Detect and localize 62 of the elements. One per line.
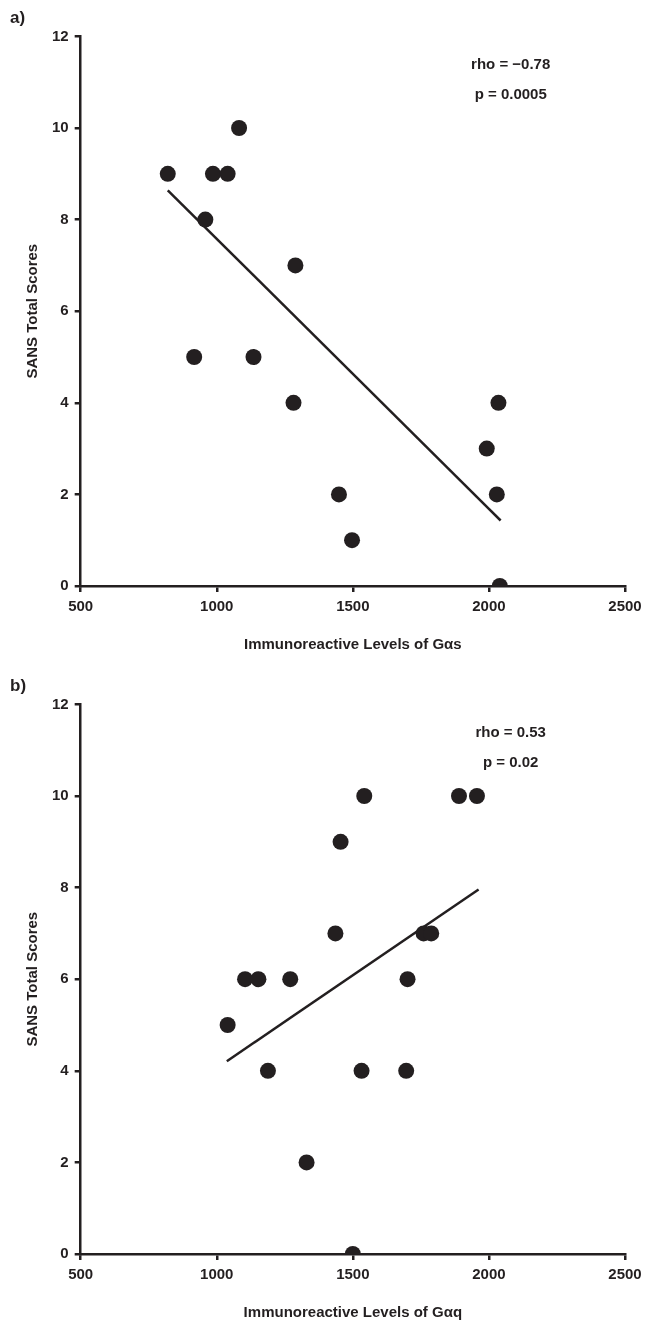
- point: [237, 971, 254, 988]
- x-tick-label: 1500: [336, 597, 370, 615]
- chart-title: a): [10, 7, 26, 27]
- annotation: p = 0.02: [482, 752, 539, 770]
- point: [287, 257, 304, 274]
- point: [219, 1017, 236, 1033]
- point: [490, 394, 507, 411]
- y-tick-label: 10: [52, 118, 69, 136]
- y-tick-label: 6: [60, 969, 69, 987]
- point: [250, 971, 267, 988]
- x-axis-title: Immunoreactive Levels of Gαq: [243, 1303, 463, 1321]
- y-tick-label: 12: [52, 26, 69, 44]
- point: [327, 925, 344, 942]
- x-tick-label: 2000: [472, 597, 506, 615]
- point: [450, 788, 467, 804]
- point: [231, 120, 248, 136]
- x-tick-label: 2500: [608, 597, 642, 615]
- x-tick-label: 500: [68, 597, 94, 615]
- point: [204, 165, 221, 182]
- y-tick-label: 8: [60, 209, 69, 227]
- y-tick-label: 12: [52, 694, 69, 712]
- annotation: rho = −0.78: [471, 54, 551, 72]
- point: [197, 211, 214, 228]
- y-tick-label: 2: [60, 484, 69, 502]
- x-tick-label: 1000: [200, 1265, 234, 1283]
- y-axis-title: SANS Total Scores: [23, 911, 41, 1047]
- x-tick-label: 500: [68, 1265, 94, 1283]
- point: [245, 349, 262, 365]
- point: [353, 1062, 370, 1079]
- y-tick-label: 0: [60, 1244, 69, 1262]
- point: [332, 833, 349, 850]
- y-tick-label: 10: [52, 786, 69, 804]
- point: [159, 165, 176, 182]
- chart-title: b): [10, 675, 27, 695]
- point: [186, 349, 203, 365]
- x-axis-title: Immunoreactive Levels of Gαs: [244, 635, 462, 653]
- point: [488, 486, 505, 503]
- point: [282, 971, 299, 988]
- x-tick-label: 2500: [608, 1265, 642, 1283]
- x-tick-label: 2000: [472, 1265, 506, 1283]
- point: [219, 165, 236, 182]
- y-tick-label: 4: [60, 1060, 70, 1078]
- point: [399, 971, 416, 988]
- x-tick-label: 1000: [200, 597, 234, 615]
- x-tick-label: 1500: [336, 1265, 370, 1283]
- point: [344, 532, 361, 549]
- point: [298, 1154, 315, 1171]
- y-tick-label: 4: [60, 392, 70, 410]
- y-axis-title: SANS Total Scores: [23, 243, 41, 379]
- y-tick-label: 6: [60, 301, 69, 319]
- y-tick-label: 2: [60, 1152, 69, 1170]
- y-tick-label: 0: [60, 576, 69, 594]
- point: [398, 1062, 415, 1079]
- point: [356, 788, 373, 804]
- annotation: p = 0.0005: [474, 84, 547, 102]
- point: [259, 1062, 276, 1079]
- annotation: rho = 0.53: [475, 722, 546, 740]
- point: [478, 440, 495, 457]
- point: [285, 394, 302, 411]
- point: [468, 788, 485, 804]
- point: [330, 486, 347, 503]
- y-tick-label: 8: [60, 877, 69, 895]
